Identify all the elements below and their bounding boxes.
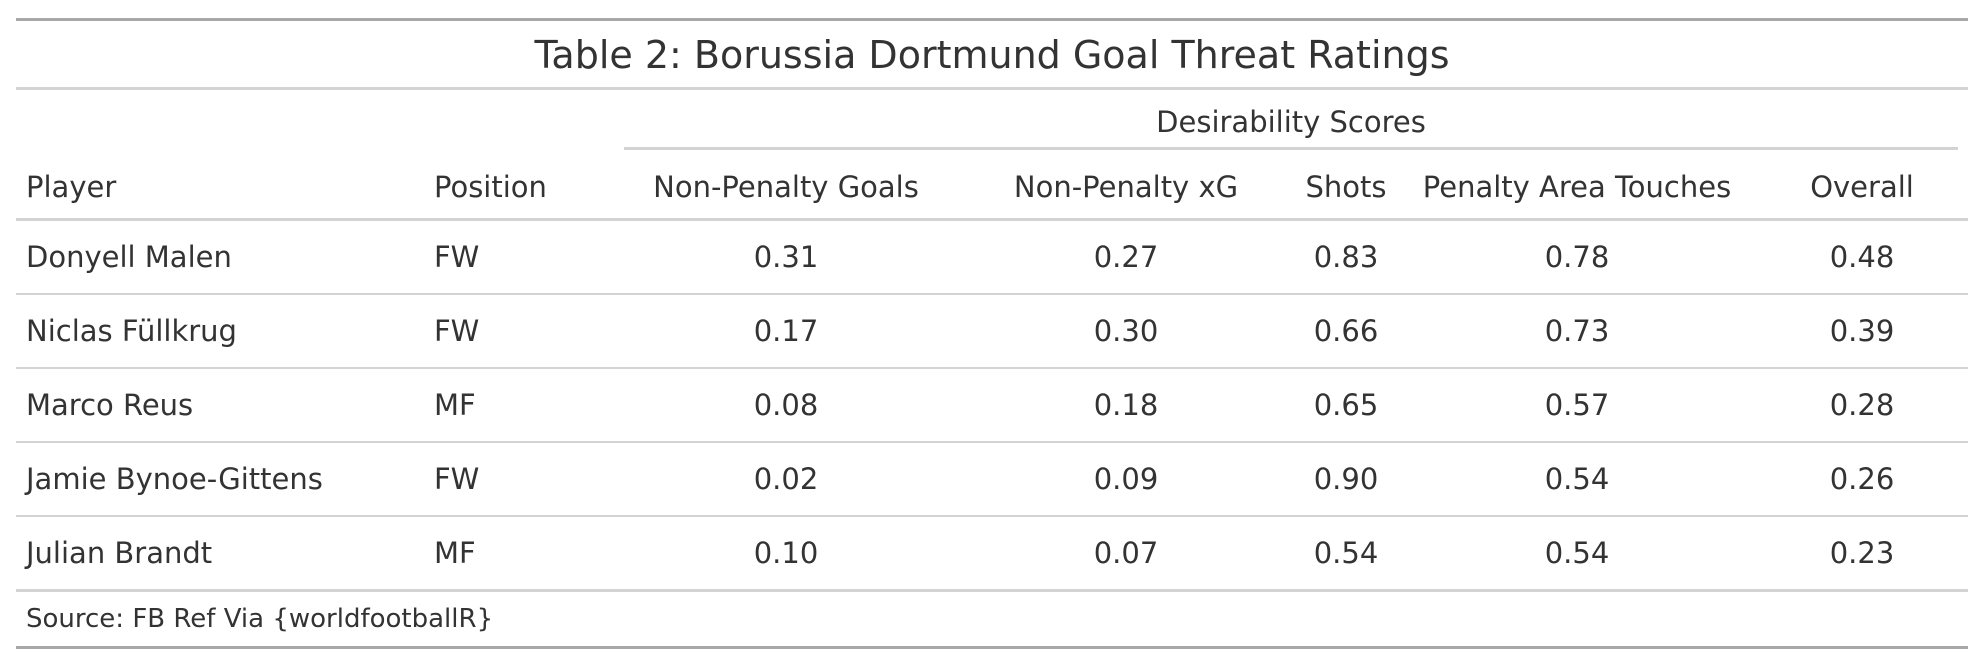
ratings-table-container: Table 2: Borussia Dortmund Goal Threat R… xyxy=(16,18,1969,649)
cell-position: FW xyxy=(424,219,614,295)
source-note: Source: FB Ref Via {worldfootballR} xyxy=(16,590,1969,649)
table-row: Niclas Füllkrug FW 0.17 0.30 0.66 0.73 0.39 xyxy=(16,294,1969,369)
cell-non-penalty-goals: 0.17 xyxy=(614,294,958,369)
cell-non-penalty-goals: 0.10 xyxy=(614,516,958,592)
cell-position: MF xyxy=(424,516,614,592)
table-title: Table 2: Borussia Dortmund Goal Threat R… xyxy=(16,18,1969,90)
source-row: Source: FB Ref Via {worldfootballR} xyxy=(16,590,1969,649)
spanner-empty xyxy=(16,90,614,156)
cell-non-penalty-goals: 0.08 xyxy=(614,368,958,443)
header-position: Position xyxy=(424,156,614,221)
cell-shots: 0.66 xyxy=(1294,294,1398,369)
cell-non-penalty-xg: 0.30 xyxy=(958,294,1294,369)
cell-non-penalty-goals: 0.02 xyxy=(614,442,958,517)
cell-non-penalty-xg: 0.27 xyxy=(958,219,1294,295)
cell-non-penalty-xg: 0.07 xyxy=(958,516,1294,592)
cell-overall: 0.48 xyxy=(1756,219,1969,295)
cell-player: Jamie Bynoe-Gittens xyxy=(16,442,424,517)
table-row: Marco Reus MF 0.08 0.18 0.65 0.57 0.28 xyxy=(16,368,1969,443)
cell-penalty-area-touches: 0.54 xyxy=(1398,442,1756,517)
header-non-penalty-goals: Non-Penalty Goals xyxy=(614,156,958,221)
cell-shots: 0.90 xyxy=(1294,442,1398,517)
header-overall: Overall xyxy=(1756,156,1969,221)
cell-shots: 0.54 xyxy=(1294,516,1398,592)
spanner-label: Desirability Scores xyxy=(624,105,1959,150)
cell-position: MF xyxy=(424,368,614,443)
cell-player: Julian Brandt xyxy=(16,516,424,592)
cell-player: Marco Reus xyxy=(16,368,424,443)
spanner-row: Desirability Scores xyxy=(16,90,1968,156)
cell-penalty-area-touches: 0.57 xyxy=(1398,368,1756,443)
cell-overall: 0.23 xyxy=(1756,516,1969,592)
cell-penalty-area-touches: 0.78 xyxy=(1398,219,1756,295)
cell-position: FW xyxy=(424,294,614,369)
table-body: Donyell Malen FW 0.31 0.27 0.83 0.78 0.48 Nicla… xyxy=(16,219,1969,592)
cell-position: FW xyxy=(424,442,614,517)
cell-non-penalty-goals: 0.31 xyxy=(614,219,958,295)
cell-penalty-area-touches: 0.73 xyxy=(1398,294,1756,369)
header-penalty-area-touches: Penalty Area Touches xyxy=(1398,156,1756,221)
table-row: Jamie Bynoe-Gittens FW 0.02 0.09 0.90 0.54 0.2… xyxy=(16,442,1969,517)
cell-shots: 0.65 xyxy=(1294,368,1398,443)
cell-overall: 0.26 xyxy=(1756,442,1969,517)
cell-player: Niclas Füllkrug xyxy=(16,294,424,369)
cell-non-penalty-xg: 0.09 xyxy=(958,442,1294,517)
table-row: Julian Brandt MF 0.10 0.07 0.54 0.54 0.23 xyxy=(16,516,1969,592)
spanner-cell: Desirability Scores xyxy=(614,90,1968,156)
cell-overall: 0.39 xyxy=(1756,294,1969,369)
header-non-penalty-xg: Non-Penalty xG xyxy=(958,156,1294,221)
header-player: Player xyxy=(16,156,424,221)
cell-shots: 0.83 xyxy=(1294,219,1398,295)
cell-penalty-area-touches: 0.54 xyxy=(1398,516,1756,592)
cell-player: Donyell Malen xyxy=(16,219,424,295)
cell-overall: 0.28 xyxy=(1756,368,1969,443)
cell-non-penalty-xg: 0.18 xyxy=(958,368,1294,443)
header-shots: Shots xyxy=(1294,156,1398,221)
column-header-row: Player Position Non-Penalty Goals Non-Penal… xyxy=(16,156,1969,221)
ratings-table: Table 2: Borussia Dortmund Goal Threat R… xyxy=(16,18,1969,649)
table-row: Donyell Malen FW 0.31 0.27 0.83 0.78 0.48 xyxy=(16,219,1969,295)
